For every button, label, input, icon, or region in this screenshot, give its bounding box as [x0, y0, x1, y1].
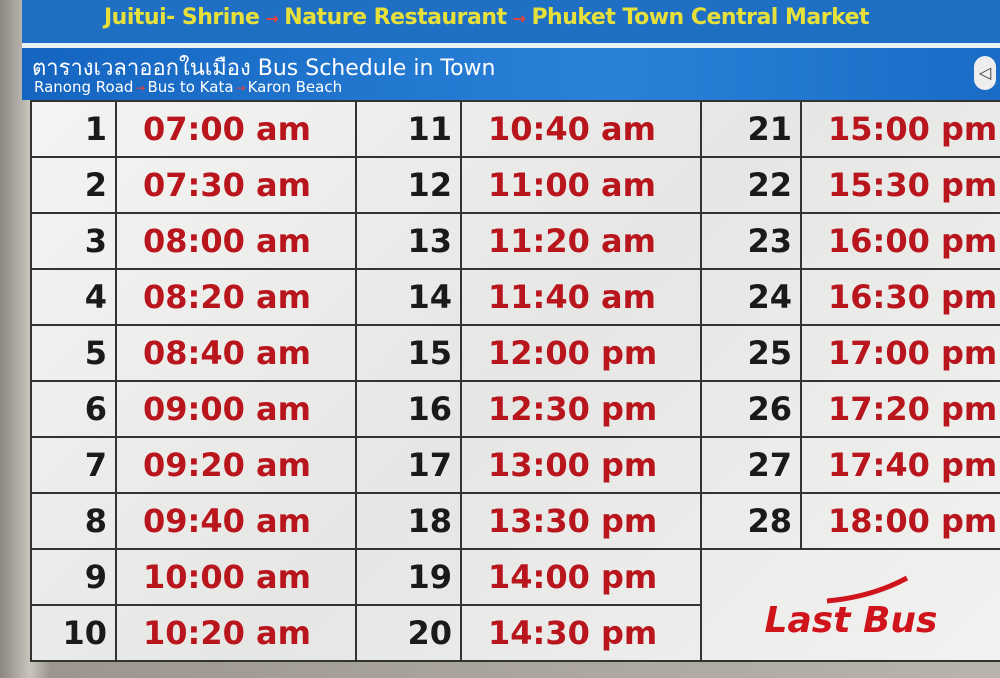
- divider: [22, 43, 1000, 49]
- subroute-stop: Ranong Road: [34, 78, 134, 96]
- triangle-icon: ◁: [974, 56, 996, 90]
- trip-number: 28: [702, 494, 802, 550]
- departure-time: 10:40 am: [462, 102, 702, 158]
- departure-time: 12:00 pm: [462, 326, 702, 382]
- departure-time: 17:00 pm: [802, 326, 1000, 382]
- trip-number: 11: [357, 102, 462, 158]
- trip-number: 24: [702, 270, 802, 326]
- route-stop: Nature Restaurant: [284, 5, 507, 30]
- trip-number: 15: [357, 326, 462, 382]
- trip-number: 4: [32, 270, 117, 326]
- trip-number: 7: [32, 438, 117, 494]
- departure-time: 10:20 am: [117, 606, 357, 662]
- departure-time: 11:40 am: [462, 270, 702, 326]
- last-bus-text: Last Bus: [764, 599, 938, 641]
- trip-number: 26: [702, 382, 802, 438]
- trip-number: 10: [32, 606, 117, 662]
- trip-number: 12: [357, 158, 462, 214]
- route-text: Juitui- Shrine → Nature Restaurant → Phuket …: [104, 5, 870, 30]
- subroute: Ranong Road → Bus to Kata → Karon Beach: [34, 78, 342, 96]
- trip-number: 3: [32, 214, 117, 270]
- last-bus-label: Last Bus: [702, 550, 1000, 662]
- departure-time: 08:40 am: [117, 326, 357, 382]
- departure-time: 11:00 am: [462, 158, 702, 214]
- departure-time: 13:00 pm: [462, 438, 702, 494]
- trip-number: 9: [32, 550, 117, 606]
- schedule-title: ตารางเวลาออกในเมือง Bus Schedule in Town: [32, 56, 496, 81]
- trip-number: 18: [357, 494, 462, 550]
- trip-number: 23: [702, 214, 802, 270]
- departure-time: 07:00 am: [117, 102, 357, 158]
- route-banner: Juitui- Shrine → Nature Restaurant → Phuket …: [22, 0, 1000, 45]
- trip-number: 14: [357, 270, 462, 326]
- subroute-stop: Karon Beach: [247, 78, 343, 96]
- trip-number: 16: [357, 382, 462, 438]
- departure-time: 14:00 pm: [462, 550, 702, 606]
- arrow-icon: →: [135, 81, 146, 95]
- departure-time: 09:40 am: [117, 494, 357, 550]
- departure-time: 14:30 pm: [462, 606, 702, 662]
- route-stop: Juitui- Shrine: [104, 5, 260, 30]
- departure-time: 11:20 am: [462, 214, 702, 270]
- trip-number: 27: [702, 438, 802, 494]
- departure-time: 09:20 am: [117, 438, 357, 494]
- trip-number: 2: [32, 158, 117, 214]
- departure-time: 17:40 pm: [802, 438, 1000, 494]
- departure-time: 18:00 pm: [802, 494, 1000, 550]
- trip-number: 6: [32, 382, 117, 438]
- trip-number: 22: [702, 158, 802, 214]
- arrow-icon: →: [235, 81, 246, 95]
- trip-number: 21: [702, 102, 802, 158]
- trip-number: 8: [32, 494, 117, 550]
- trip-number: 25: [702, 326, 802, 382]
- trip-number: 20: [357, 606, 462, 662]
- departure-time: 17:20 pm: [802, 382, 1000, 438]
- trip-number: 19: [357, 550, 462, 606]
- departure-time: 16:00 pm: [802, 214, 1000, 270]
- departure-time: 08:20 am: [117, 270, 357, 326]
- trip-number: 5: [32, 326, 117, 382]
- schedule-header: ตารางเวลาออกในเมือง Bus Schedule in Town…: [22, 48, 1000, 100]
- route-stop: Phuket Town Central Market: [531, 5, 870, 30]
- departure-time: 09:00 am: [117, 382, 357, 438]
- trip-number: 17: [357, 438, 462, 494]
- trip-number: 1: [32, 102, 117, 158]
- departure-time: 13:30 pm: [462, 494, 702, 550]
- departure-time: 07:30 am: [117, 158, 357, 214]
- schedule-table: 1 07:00 am 11 10:40 am 21 15:00 pm 2 07:30 am 12…: [30, 100, 1000, 662]
- departure-time: 08:00 am: [117, 214, 357, 270]
- trip-number: 13: [357, 214, 462, 270]
- departure-time: 15:30 pm: [802, 158, 1000, 214]
- departure-time: 12:30 pm: [462, 382, 702, 438]
- swoosh-icon: [826, 575, 909, 604]
- arrow-icon: →: [265, 9, 279, 28]
- departure-time: 15:00 pm: [802, 102, 1000, 158]
- arrow-icon: →: [512, 9, 526, 28]
- departure-time: 10:00 am: [117, 550, 357, 606]
- departure-time: 16:30 pm: [802, 270, 1000, 326]
- subroute-stop: Bus to Kata: [147, 78, 234, 96]
